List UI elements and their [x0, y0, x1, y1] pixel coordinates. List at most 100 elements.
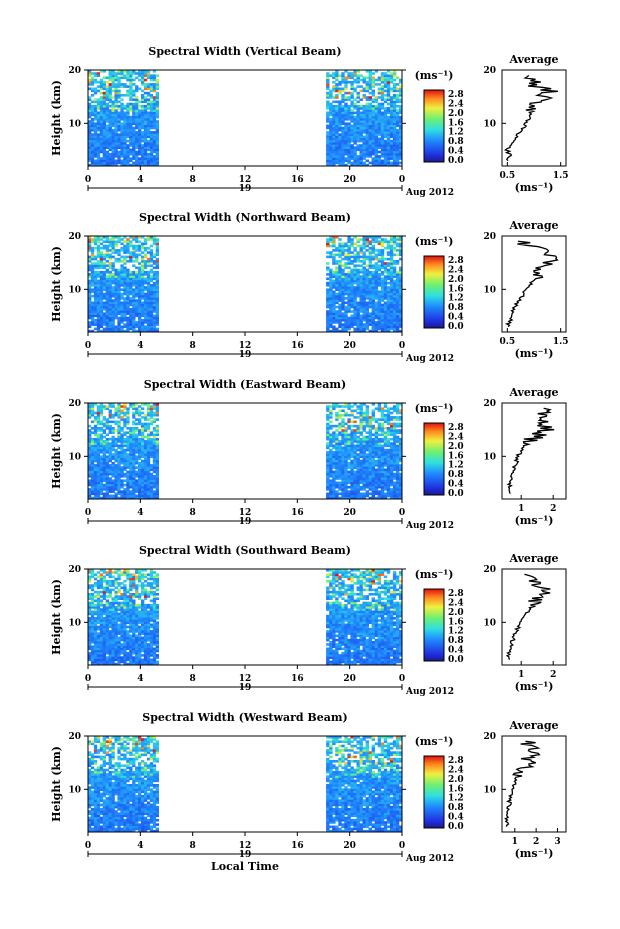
heatmap-cell — [368, 251, 372, 254]
heatmap-cell — [380, 284, 385, 287]
heatmap-cell — [383, 327, 388, 331]
heatmap-cell — [155, 475, 159, 478]
heatmap-cell — [356, 240, 360, 243]
heatmap-cell — [105, 249, 109, 252]
heatmap-cell — [93, 104, 98, 108]
heatmap-cell — [149, 270, 154, 274]
heatmap-cell — [362, 104, 366, 108]
heatmap-cell — [88, 279, 92, 283]
heatmap-cell — [155, 78, 159, 82]
heatmap-cell — [395, 96, 400, 99]
heatmap-cell — [377, 126, 382, 130]
heatmap-cell — [362, 308, 366, 311]
heatmap-cell — [93, 273, 98, 276]
heatmap-cell — [132, 299, 136, 302]
heatmap-cell — [123, 457, 127, 461]
heatmap-cell — [117, 455, 121, 458]
heatmap-cell — [359, 159, 363, 163]
heatmap-cell — [149, 466, 154, 469]
heatmap-cell — [138, 133, 142, 136]
heatmap-cell — [389, 107, 394, 110]
heatmap-cell — [359, 115, 363, 119]
heatmap-cell — [377, 120, 382, 123]
heatmap-cell — [102, 314, 106, 318]
heatmap-cell — [155, 91, 159, 95]
heatmap-cell — [90, 453, 95, 456]
heatmap-cell — [96, 155, 101, 158]
heatmap-cell — [347, 496, 351, 500]
heatmap-cell — [335, 321, 339, 324]
heatmap-cell — [389, 89, 394, 93]
heatmap-cell — [371, 321, 375, 324]
heatmap-cell — [353, 290, 357, 294]
heatmap-cell — [374, 146, 379, 149]
heatmap-cell — [111, 146, 115, 149]
heatmap-cell — [149, 102, 154, 106]
heatmap-cell — [368, 273, 372, 276]
heatmap-cell — [155, 288, 159, 291]
heatmap-cell — [326, 111, 330, 115]
heatmap-cell — [120, 481, 124, 485]
heatmap-cell — [111, 435, 115, 439]
heatmap-cell — [120, 479, 124, 482]
heatmap-cell — [356, 492, 360, 496]
heatmap-cell — [105, 457, 109, 461]
heatmap-cell — [332, 161, 336, 165]
heatmap-cell — [368, 297, 372, 300]
heatmap-cell — [335, 481, 339, 485]
heatmap-cell — [359, 104, 363, 108]
heatmap-cell — [143, 494, 148, 498]
heatmap-cell — [99, 472, 104, 476]
heatmap-cell — [149, 305, 154, 309]
heatmap-cell — [105, 115, 109, 119]
heatmap-cell — [108, 242, 112, 246]
heatmap-cell — [88, 424, 92, 428]
heatmap-cell — [377, 475, 382, 478]
heatmap-cell — [395, 150, 400, 154]
heatmap-cell — [141, 303, 145, 307]
heatmap-cell — [377, 115, 382, 119]
heatmap-cell — [102, 133, 106, 136]
heatmap-cell — [338, 139, 342, 143]
heatmap-cell — [365, 87, 369, 91]
heatmap-cell — [96, 238, 101, 241]
heatmap-cell — [383, 133, 388, 136]
heatmap-cell — [105, 80, 109, 84]
heatmap-cell — [380, 96, 385, 99]
heatmap-cell — [332, 312, 336, 315]
heatmap-cell — [117, 409, 121, 413]
heatmap-cell — [338, 157, 342, 160]
heatmap-cell — [380, 279, 385, 283]
heatmap-cell — [380, 152, 385, 156]
heatmap-cell — [353, 288, 357, 291]
heatmap-cell — [335, 70, 339, 73]
heatmap-cell — [129, 312, 133, 315]
heatmap-cell — [365, 297, 369, 300]
heatmap-cell — [386, 246, 391, 250]
heatmap-cell — [341, 470, 345, 474]
heatmap-cell — [350, 152, 354, 156]
heatmap-cell — [146, 470, 151, 474]
heatmap-cell — [344, 475, 348, 478]
heatmap-cell — [108, 305, 112, 309]
heatmap-cell — [395, 316, 400, 320]
heatmap-cell — [120, 270, 124, 274]
heatmap-cell — [132, 413, 136, 417]
heatmap-cell — [380, 277, 385, 281]
heatmap-cell — [395, 137, 400, 141]
heatmap-cell — [374, 111, 379, 115]
heatmap-cell — [88, 273, 92, 276]
heatmap-cell — [146, 275, 151, 278]
heatmap-cell — [88, 323, 92, 326]
heatmap-cell — [399, 238, 403, 241]
heatmap-cell — [152, 485, 157, 489]
heatmap-cell — [359, 131, 363, 134]
heatmap-cell — [105, 494, 109, 498]
heatmap-cell — [152, 120, 157, 123]
heatmap-cell — [377, 316, 382, 320]
heatmap-cell — [392, 461, 397, 465]
heatmap-cell — [99, 451, 104, 454]
heatmap-cell — [90, 238, 95, 241]
heatmap-cell — [383, 163, 388, 167]
heatmap-cell — [392, 325, 397, 329]
